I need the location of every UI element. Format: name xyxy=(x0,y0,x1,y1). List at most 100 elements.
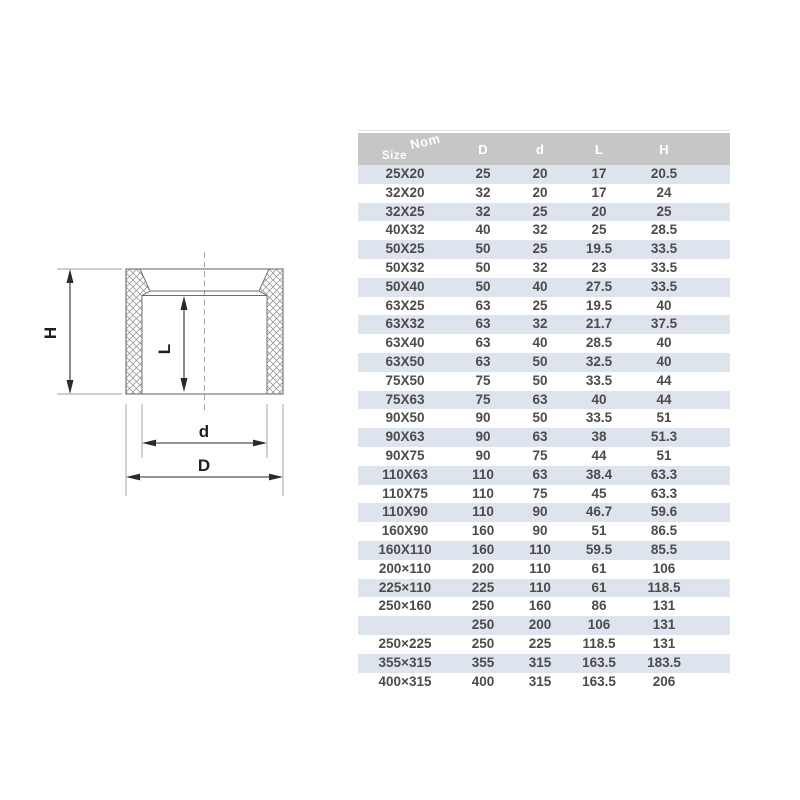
cell-d: 75 xyxy=(532,485,548,501)
d-outer-arrow-right-icon xyxy=(269,473,283,481)
cell-d: 110 xyxy=(514,578,566,598)
cell-H: 106 xyxy=(652,560,676,576)
table-row: 50X32 50 32 23 33.5 xyxy=(358,259,730,278)
socket-step-lines xyxy=(142,290,267,297)
cell-d: 90 xyxy=(532,523,548,539)
inner-diameter-extension-lines xyxy=(141,404,268,458)
cell-size: 110X75 xyxy=(382,485,428,501)
cell-d: 63 xyxy=(514,428,566,447)
cell-H: 59.6 xyxy=(632,503,696,523)
l-arrow-down-icon xyxy=(180,378,188,392)
table-row: 90X63 90 63 38 51.3 xyxy=(358,428,730,447)
d-inner-dimension-label: d xyxy=(199,422,209,441)
cell-d: 32 xyxy=(532,222,548,238)
cell-spacer xyxy=(696,616,730,635)
cell-spacer xyxy=(696,447,730,466)
cell-H: 20.5 xyxy=(632,165,696,184)
h-dimension-label: H xyxy=(41,327,60,339)
table-row: 50X40 50 40 27.5 33.5 xyxy=(358,277,730,297)
cell-spacer xyxy=(696,184,730,203)
cell-size: 250×160 xyxy=(378,598,432,614)
cell-spacer xyxy=(696,597,730,616)
cell-D: 250 xyxy=(452,616,514,635)
cell-D: 25 xyxy=(452,165,514,184)
spec-table-body: 25X20 25 20 17 20.5 32X20 32 20 17 24 xyxy=(358,165,730,691)
cell-H: 51.3 xyxy=(632,428,696,447)
cell-spacer xyxy=(696,673,730,692)
cell-D: 75 xyxy=(452,390,514,410)
cell-H: 33.5 xyxy=(632,240,696,259)
cell-L: 38.4 xyxy=(566,465,632,485)
cell-L: 86 xyxy=(591,598,607,614)
cell-d: 32 xyxy=(532,259,548,275)
cell-size: 160X90 xyxy=(381,523,429,539)
cell-H: 206 xyxy=(652,673,676,689)
cell-L: 19.5 xyxy=(585,297,613,313)
outer-diameter-extension-lines xyxy=(125,404,284,496)
table-row: 160X110 160 110 59.5 85.5 xyxy=(358,540,730,560)
cell-H: 63.3 xyxy=(650,485,678,501)
cell-spacer xyxy=(696,540,730,560)
cell-d: 110 xyxy=(529,560,551,576)
cell-D: 90 xyxy=(452,428,514,447)
cell-size: 200×110 xyxy=(378,560,432,576)
header-col-d: d xyxy=(514,133,566,165)
cell-size: 75X63 xyxy=(358,390,452,410)
table-row: 32X20 32 20 17 24 xyxy=(358,184,730,203)
cell-size: 90X63 xyxy=(358,428,452,447)
cell-H: 85.5 xyxy=(632,540,696,560)
cell-d: 25 xyxy=(532,297,548,313)
table-row: 32X25 32 25 20 25 xyxy=(358,202,730,222)
cell-H: 63.3 xyxy=(632,465,696,485)
cell-spacer xyxy=(696,277,730,297)
h-arrow-down-icon xyxy=(66,380,74,394)
cell-H: 44 xyxy=(656,372,672,388)
left-wall-hatched xyxy=(125,268,151,395)
cell-spacer xyxy=(696,202,730,222)
cell-spacer xyxy=(696,578,730,598)
cell-d: 20 xyxy=(514,165,566,184)
cell-D: 110 xyxy=(472,485,494,501)
cell-L: 40 xyxy=(566,390,632,410)
cell-d: 315 xyxy=(514,653,566,673)
cell-spacer xyxy=(696,240,730,259)
cell-L: 59.5 xyxy=(566,540,632,560)
cell-H: 86.5 xyxy=(650,523,678,539)
cell-spacer xyxy=(696,334,730,353)
cell-size: 250×225 xyxy=(378,635,432,651)
cell-D: 225 xyxy=(452,578,514,598)
cell-size: 90X50 xyxy=(385,410,425,426)
cell-size: 63X50 xyxy=(358,352,452,372)
cell-d: 225 xyxy=(528,635,552,651)
table-row: 63X25 63 25 19.5 40 xyxy=(358,297,730,316)
cell-d: 75 xyxy=(532,447,548,463)
cell-size: 355×315 xyxy=(358,653,452,673)
cell-spacer xyxy=(696,259,730,278)
spec-table-container: Nom Size D d L H 25X20 25 20 17 xyxy=(358,130,730,691)
cell-H: 40 xyxy=(656,335,672,351)
header-spacer xyxy=(696,133,730,165)
spec-table: Nom Size D d L H 25X20 25 20 17 xyxy=(358,131,730,691)
cell-spacer xyxy=(696,297,730,316)
d-outer-dimension-label: D xyxy=(198,456,210,475)
cell-size xyxy=(358,616,452,635)
table-row: 63X32 63 32 21.7 37.5 xyxy=(358,315,730,335)
cell-L: 61 xyxy=(591,560,607,576)
table-row: 63X50 63 50 32.5 40 xyxy=(358,352,730,372)
table-row: 90X50 90 50 33.5 51 xyxy=(358,409,730,428)
cell-size: 32X20 xyxy=(385,184,425,200)
cell-spacer xyxy=(696,390,730,410)
cell-L: 20 xyxy=(566,202,632,222)
cell-d: 50 xyxy=(514,352,566,372)
cell-L: 25 xyxy=(591,222,607,238)
cell-size: 225×110 xyxy=(358,578,452,598)
cell-H: 44 xyxy=(632,390,696,410)
cell-D: 250 xyxy=(471,598,495,614)
cell-spacer xyxy=(696,522,730,541)
cell-size: 400×315 xyxy=(378,673,432,689)
cell-D: 250 xyxy=(471,635,495,651)
cell-d: 32 xyxy=(514,315,566,335)
cell-L: 33.5 xyxy=(585,410,613,426)
cell-D: 63 xyxy=(475,335,491,351)
coupling-cross-section-drawing: H L d D xyxy=(41,252,284,496)
